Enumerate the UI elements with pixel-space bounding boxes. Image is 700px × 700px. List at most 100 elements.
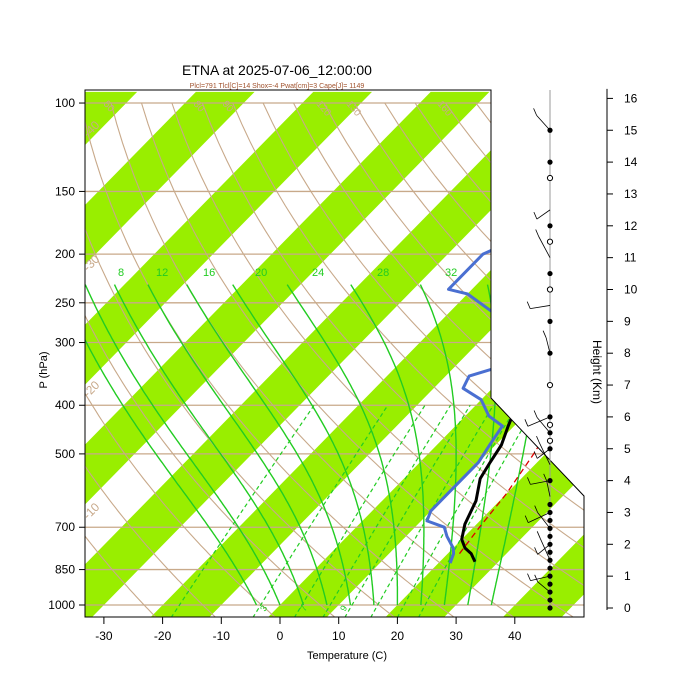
wind-barb-flag xyxy=(534,574,539,582)
wind-barb xyxy=(538,236,551,258)
moist-adiabat-line xyxy=(286,284,399,605)
y-tick-label: 500 xyxy=(55,447,75,461)
dry-adiabat-line xyxy=(598,103,700,618)
height-dot-filled xyxy=(547,581,553,587)
moist-adiabat-line xyxy=(186,284,352,606)
wind-barb xyxy=(546,480,551,497)
wind-barb-flag xyxy=(533,410,538,418)
moist-adiabat-line xyxy=(113,284,305,606)
isotherm-label: -30 xyxy=(80,252,102,274)
moist-adiabat-line xyxy=(85,284,281,606)
height-tick-label: 4 xyxy=(624,474,631,488)
isotherm-band xyxy=(0,92,20,618)
height-dot-filled xyxy=(547,501,553,508)
y-tick-label: 100 xyxy=(55,96,75,110)
mixing-ratio-label: 9 xyxy=(338,604,349,613)
dry-adiabat-line xyxy=(85,102,396,617)
height-tick-label: 10 xyxy=(624,283,638,297)
height-tick-label: 2 xyxy=(624,537,631,551)
dry-adiabat-line xyxy=(201,102,584,617)
moist-adiabat-line xyxy=(350,284,425,606)
height-dot-filled xyxy=(547,533,553,539)
height-tick-label: 15 xyxy=(624,123,638,137)
wind-barb xyxy=(536,115,551,131)
height-tick-label: 13 xyxy=(624,187,638,201)
wind-barb-flag xyxy=(535,229,540,237)
x-axis-label: Temperature (C) xyxy=(307,650,387,662)
isotherm-bands xyxy=(0,91,700,618)
chart-subtitle: Plcl=791 Tlcl[C]=14 Shox=-4 Pwat[cm]=3 C… xyxy=(190,83,365,90)
wind-barb-flag xyxy=(533,451,538,459)
mixing-ratio-label: 7 xyxy=(298,604,309,613)
x-tick-label: 10 xyxy=(332,629,346,643)
moist-adiabat-label: 12 xyxy=(156,267,168,279)
mixing-ratio-line xyxy=(344,404,471,617)
wind-barb xyxy=(537,581,551,593)
moist-adiabat-label: 8 xyxy=(118,267,124,279)
wind-barb xyxy=(545,337,551,354)
height-tick-label: 7 xyxy=(624,378,631,392)
wind-profile-column xyxy=(524,90,554,611)
y-tick-label: 300 xyxy=(55,336,75,350)
isotherm-band xyxy=(620,92,700,618)
height-dot-open xyxy=(546,286,554,293)
x-tick-label: 30 xyxy=(449,629,463,643)
mixing-ratio-line xyxy=(252,404,389,617)
wind-barb-flag xyxy=(524,515,529,523)
isotherm-band xyxy=(85,91,255,617)
height-tick-label: 16 xyxy=(624,91,638,105)
dry-adiabat-line xyxy=(171,102,584,617)
wind-barb-flag xyxy=(533,108,537,116)
isotherm-band xyxy=(384,91,584,617)
y-axis: 100 150 200 250 300 400 500 700 850 1000 xyxy=(48,90,86,617)
moist-adiabat-label: 28 xyxy=(377,267,389,279)
height-dot-filled xyxy=(547,318,553,324)
height-tick-label: 0 xyxy=(624,601,631,615)
x-tick-label: 0 xyxy=(277,629,284,643)
isotherm-label: -20 xyxy=(80,378,102,400)
height-dot-open xyxy=(546,381,554,389)
height-tick-label: 12 xyxy=(624,219,638,233)
wind-barb-flag xyxy=(527,573,531,581)
height-dot-filled xyxy=(547,549,553,555)
mixing-ratio-line xyxy=(370,404,494,617)
height-tick-label: 5 xyxy=(624,442,631,456)
dry-adiabat-line xyxy=(566,102,584,617)
isotherm-label: 30 xyxy=(565,461,585,481)
wind-barb-flag xyxy=(536,531,541,539)
wind-barb xyxy=(539,538,551,561)
height-dot-filled xyxy=(547,605,553,611)
mixing-ratio-line xyxy=(293,404,426,617)
dry-adiabat-line xyxy=(85,102,336,617)
x-axis: -30 -20 -10 0 10 20 30 40 xyxy=(85,616,584,643)
wind-barb xyxy=(536,417,551,434)
wind-barb xyxy=(539,442,551,465)
wind-barb-flag xyxy=(536,435,540,444)
isotherm-band xyxy=(85,91,584,617)
height-axis-label: Height (Km) xyxy=(590,340,604,404)
moist-adiabat-line xyxy=(147,284,328,606)
wind-barb xyxy=(530,575,551,581)
dry-adiabat-line xyxy=(85,102,157,617)
wind-barb xyxy=(527,416,551,427)
wind-barb-flag xyxy=(533,211,538,220)
height-tick-label: 11 xyxy=(624,251,637,265)
mixing-ratio-line xyxy=(170,404,315,617)
height-dot-open xyxy=(546,421,554,428)
x-tick-label: -10 xyxy=(213,629,231,643)
moist-adiabat-line xyxy=(232,284,375,606)
wind-barb-flag xyxy=(524,419,529,427)
height-dot-filled xyxy=(547,159,553,165)
y-axis-label: P (hPa) xyxy=(38,351,50,388)
dry-adiabat-line xyxy=(536,102,584,617)
moist-adiabat-label: 16 xyxy=(203,267,215,279)
moist-adiabat-label: 24 xyxy=(312,267,324,279)
wind-barb xyxy=(530,305,551,309)
height-dot-open xyxy=(546,238,554,245)
dry-adiabat-line xyxy=(140,102,575,617)
y-tick-label: 850 xyxy=(55,563,75,577)
y-tick-label: 400 xyxy=(55,398,75,412)
wind-barb xyxy=(537,543,551,555)
